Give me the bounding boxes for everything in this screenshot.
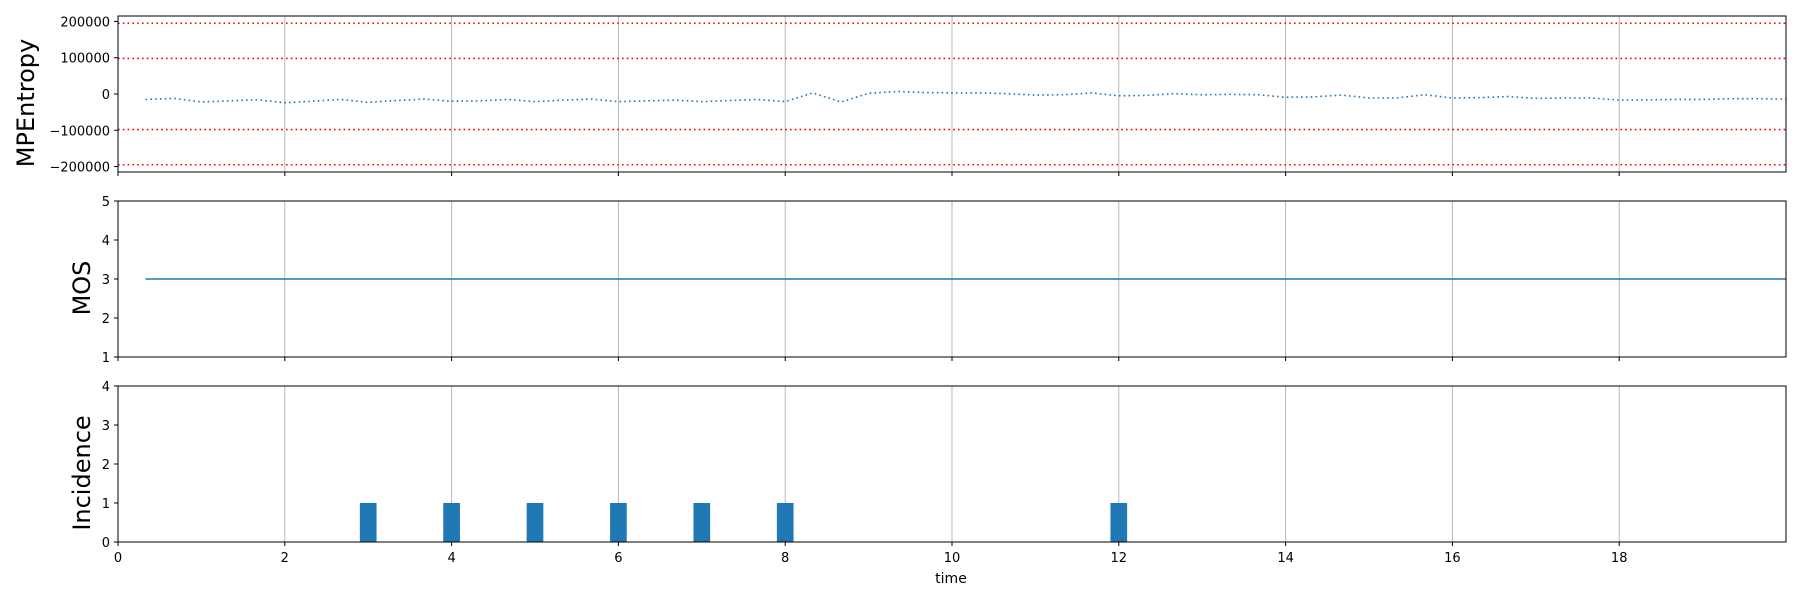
incidence-ytick-label: 0 (102, 536, 110, 551)
xtick-label: 18 (1611, 551, 1628, 566)
xtick-label: 12 (1111, 551, 1128, 566)
mpentropy-ytick-label: 200000 (60, 15, 110, 30)
mos-ytick-label: 3 (102, 273, 110, 288)
xtick-label: 0 (114, 551, 122, 566)
incidence-bar (359, 503, 377, 542)
mos-ylabel: MOS (68, 261, 96, 316)
mpentropy-ylabel: MPEntropy (12, 39, 40, 167)
xtick-label: 16 (1444, 551, 1461, 566)
incidence-ytick-label: 4 (102, 380, 110, 395)
mos-ytick-label: 2 (102, 312, 110, 327)
xtick-label: 4 (447, 551, 455, 566)
incidence-ytick-label: 2 (102, 458, 110, 473)
incidence-ylabel: Incidence (68, 415, 96, 530)
mos-ytick-label: 1 (102, 351, 110, 366)
mpentropy-ytick-label: 100000 (60, 52, 110, 67)
incidence-ytick-label: 1 (102, 497, 110, 512)
incidence-bar (443, 503, 460, 542)
incidence-bar (526, 503, 544, 542)
x-axis-label: time (935, 571, 967, 587)
incidence-bar (1110, 503, 1128, 542)
incidence-bar (776, 503, 794, 542)
xtick-label: 2 (281, 551, 289, 566)
xtick-label: 10 (944, 551, 961, 566)
xtick-label: 14 (1277, 551, 1294, 566)
incidence-bar (693, 503, 711, 542)
xtick-label: 6 (614, 551, 622, 566)
incidence-ytick-label: 3 (102, 419, 110, 434)
mos-ytick-label: 5 (102, 195, 110, 210)
mpentropy-ytick-label: −200000 (49, 161, 110, 176)
incidence-bar (610, 503, 627, 542)
mpentropy-ytick-label: 0 (102, 88, 110, 103)
mpentropy-series-line (145, 90, 1787, 104)
mos-ytick-label: 4 (102, 234, 110, 249)
xtick-label: 8 (781, 551, 789, 566)
mpentropy-ytick-label: −100000 (49, 124, 110, 139)
